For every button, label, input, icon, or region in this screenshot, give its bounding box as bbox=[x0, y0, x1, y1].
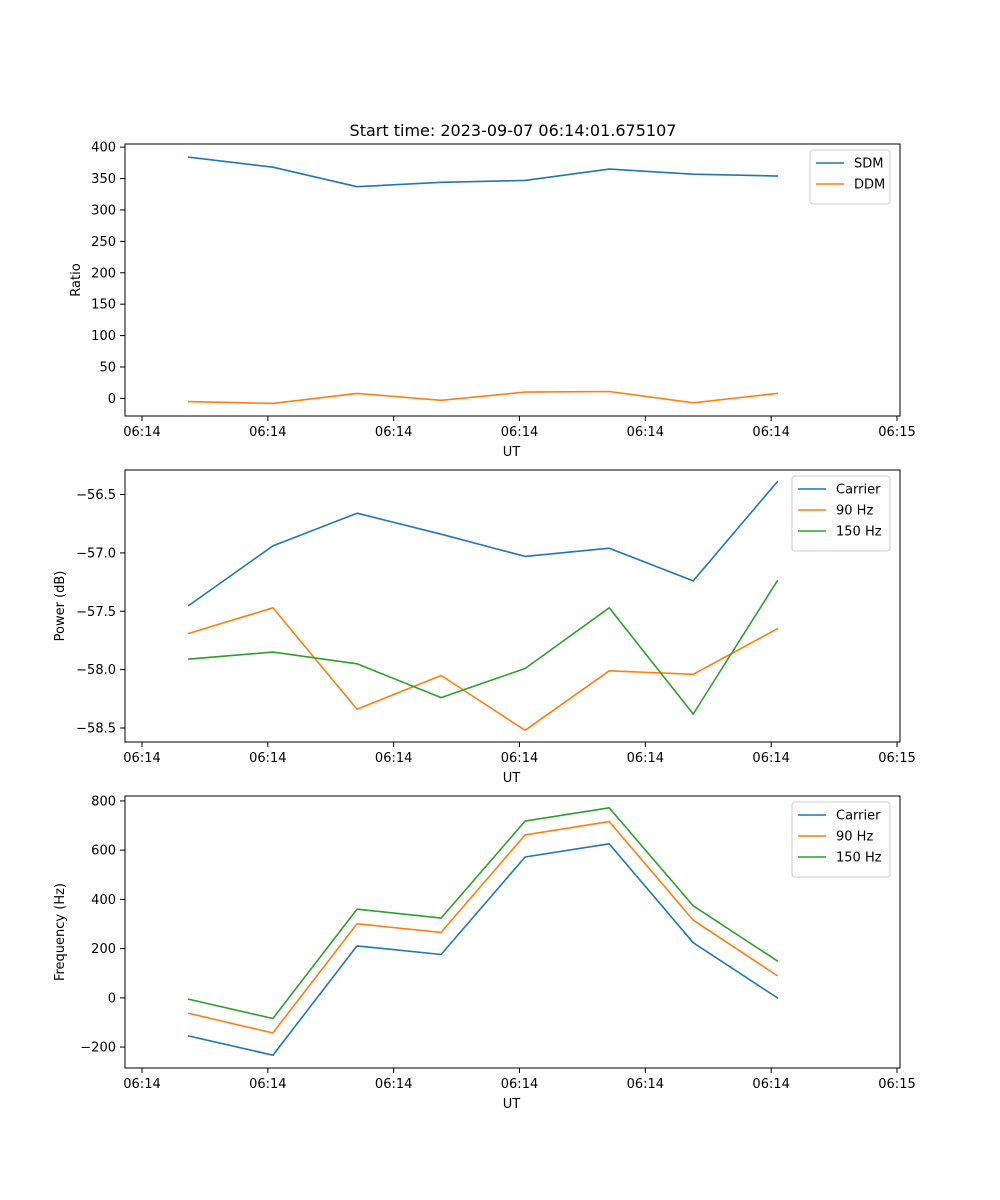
x-tick-label: 06:14 bbox=[627, 425, 664, 440]
y-tick-label: −56.5 bbox=[76, 488, 116, 503]
series-lines bbox=[188, 156, 779, 405]
y-axis-label: Ratio bbox=[69, 263, 84, 296]
axes-frame bbox=[124, 795, 901, 1069]
y-axis: −58.5 −58.0 −57.5 −57.0 −56.5 Power (dB) bbox=[53, 488, 125, 736]
x-tick-label: 06:14 bbox=[249, 425, 286, 440]
y-axis: 0 50 100 150 200 250 300 350 400 Ratio bbox=[69, 141, 125, 407]
legend-label: 150 Hz bbox=[836, 525, 882, 540]
y-tick-label: 0 bbox=[108, 991, 116, 1006]
y-tick-label: 50 bbox=[99, 361, 116, 376]
y-tick-label: −58.0 bbox=[76, 663, 116, 678]
x-axis: 06:14 06:14 06:14 06:14 06:14 06:14 06:15 UT bbox=[123, 416, 916, 460]
x-tick-label: 06:15 bbox=[878, 1077, 915, 1092]
series-line-ddm bbox=[188, 390, 779, 405]
subplot-3: 06:14 06:14 06:14 06:14 06:14 06:14 06:15 UT −20… bbox=[53, 794, 916, 1112]
subplot-1: 06:14 06:14 06:14 06:14 06:14 06:14 06:15 UT 0 50… bbox=[69, 141, 916, 460]
y-tick-label: −57.0 bbox=[76, 546, 116, 561]
y-tick-label: 150 bbox=[91, 298, 116, 313]
x-tick-label: 06:14 bbox=[123, 1077, 160, 1092]
x-tick-label: 06:14 bbox=[123, 751, 160, 766]
x-tick-label: 06:14 bbox=[501, 425, 538, 440]
subplots: 06:14 06:14 06:14 06:14 06:14 06:14 06:15 UT 0 50… bbox=[53, 141, 916, 1112]
axes-frame bbox=[124, 143, 901, 417]
y-tick-label: 800 bbox=[91, 794, 116, 809]
x-tick-label: 06:14 bbox=[627, 1077, 664, 1092]
y-tick-label: 0 bbox=[108, 392, 116, 407]
series-line-90-hz bbox=[187, 606, 779, 732]
series-lines bbox=[187, 806, 779, 1056]
legend-box bbox=[791, 475, 891, 552]
x-axis: 06:14 06:14 06:14 06:14 06:14 06:14 06:15 UT bbox=[123, 742, 916, 786]
legend-label: DDM bbox=[854, 178, 885, 193]
y-tick-label: 300 bbox=[91, 203, 116, 218]
series-line-150-hz bbox=[188, 579, 779, 715]
legend-label: Carrier bbox=[836, 809, 881, 824]
y-tick-label: −200 bbox=[80, 1041, 116, 1056]
y-tick-label: 200 bbox=[91, 266, 116, 281]
legend: SDM DDM bbox=[809, 149, 891, 205]
x-axis-label: UT bbox=[503, 771, 521, 786]
x-tick-label: 06:14 bbox=[501, 1077, 538, 1092]
legend-box bbox=[791, 801, 891, 878]
y-tick-label: 200 bbox=[91, 942, 116, 957]
x-tick-label: 06:14 bbox=[627, 751, 664, 766]
y-axis-label: Frequency (Hz) bbox=[53, 883, 68, 981]
series-line-90-hz bbox=[187, 820, 779, 1034]
legend-label: Carrier bbox=[836, 483, 881, 498]
y-tick-label: 100 bbox=[91, 329, 116, 344]
x-axis-label: UT bbox=[503, 1097, 521, 1112]
y-tick-label: −57.5 bbox=[76, 605, 116, 620]
y-tick-label: 600 bbox=[91, 844, 116, 859]
y-tick-label: 250 bbox=[91, 235, 116, 250]
legend: Carrier 90 Hz 150 Hz bbox=[791, 475, 891, 552]
legend-label: 90 Hz bbox=[836, 504, 873, 519]
y-tick-label: 400 bbox=[91, 893, 116, 908]
legend-label: 90 Hz bbox=[836, 830, 873, 845]
y-axis-label: Power (dB) bbox=[53, 571, 68, 642]
x-tick-label: 06:14 bbox=[375, 751, 412, 766]
x-tick-label: 06:14 bbox=[123, 425, 160, 440]
y-tick-label: −58.5 bbox=[76, 721, 116, 736]
y-tick-label: 400 bbox=[91, 141, 116, 156]
series-line-carrier bbox=[187, 842, 779, 1056]
x-tick-label: 06:14 bbox=[249, 1077, 286, 1092]
axes-frame bbox=[124, 469, 901, 743]
x-tick-label: 06:15 bbox=[878, 751, 915, 766]
y-tick-label: 350 bbox=[91, 172, 116, 187]
x-tick-label: 06:14 bbox=[752, 751, 789, 766]
series-lines bbox=[187, 480, 779, 732]
series-line-150-hz bbox=[187, 806, 779, 1020]
x-axis-label: UT bbox=[503, 445, 521, 460]
legend: Carrier 90 Hz 150 Hz bbox=[791, 801, 891, 878]
x-tick-label: 06:14 bbox=[752, 1077, 789, 1092]
x-tick-label: 06:15 bbox=[878, 425, 915, 440]
figure-title: Start time: 2023-09-07 06:14:01.675107 bbox=[350, 121, 677, 140]
series-line-carrier bbox=[187, 480, 779, 607]
x-tick-label: 06:14 bbox=[752, 425, 789, 440]
legend-label: 150 Hz bbox=[836, 851, 882, 866]
x-tick-label: 06:14 bbox=[501, 751, 538, 766]
series-line-sdm bbox=[188, 156, 779, 188]
x-axis: 06:14 06:14 06:14 06:14 06:14 06:14 06:15 UT bbox=[123, 1068, 916, 1112]
x-tick-label: 06:14 bbox=[249, 751, 286, 766]
subplot-2: 06:14 06:14 06:14 06:14 06:14 06:14 06:15 UT −58… bbox=[53, 469, 916, 786]
y-axis: −200 0 200 400 600 800 Frequency (Hz) bbox=[53, 794, 125, 1056]
x-tick-label: 06:14 bbox=[375, 425, 412, 440]
legend-label: SDM bbox=[854, 157, 883, 172]
x-tick-label: 06:14 bbox=[375, 1077, 412, 1092]
